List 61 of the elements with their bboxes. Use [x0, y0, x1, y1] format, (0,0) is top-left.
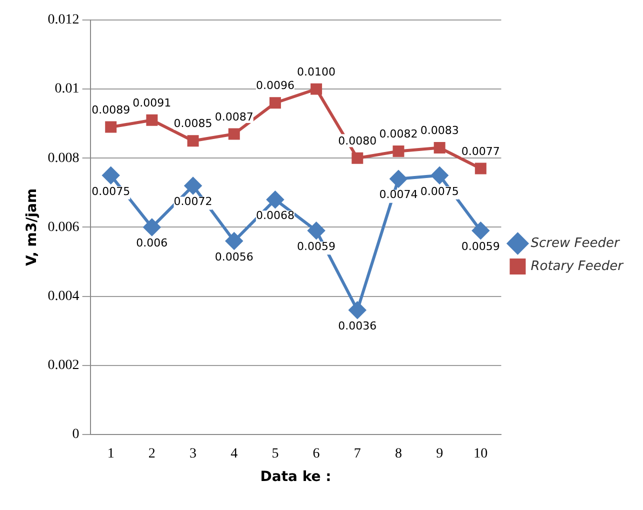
- point: [434, 142, 446, 154]
- x-tick-label: 2: [148, 446, 156, 462]
- point: [187, 135, 199, 147]
- data-label: 0.0096: [256, 79, 294, 92]
- point: [105, 121, 117, 133]
- x-tick-label: 5: [272, 446, 279, 462]
- legend-label: Rotary Feeder: [530, 258, 625, 274]
- y-tick-label: 0.01: [54, 82, 80, 97]
- x-tick-label: 6: [312, 446, 320, 462]
- data-label: 0.0059: [461, 240, 500, 254]
- y-axis-title: V, m3/jam: [24, 188, 40, 266]
- x-tick-label: 10: [474, 446, 488, 462]
- point: [102, 166, 120, 184]
- point: [228, 128, 240, 140]
- point: [226, 232, 243, 250]
- point: [308, 222, 325, 240]
- x-tick-label: 4: [230, 446, 238, 462]
- x-tick-label: 7: [354, 446, 361, 462]
- y-tick-label: 0.006: [48, 220, 80, 235]
- y-tick-label: 0.008: [48, 150, 80, 166]
- data-label: 0.0089: [92, 103, 130, 116]
- data-label: 0.0075: [420, 184, 459, 198]
- x-tick-label: 1: [107, 446, 114, 462]
- data-label: 0.0036: [338, 319, 377, 332]
- y-tick-label: 0.012: [48, 12, 80, 28]
- data-label: 0.006: [136, 236, 168, 250]
- point: [390, 170, 407, 188]
- point: [392, 145, 404, 157]
- point: [143, 218, 160, 236]
- data-label: 0.0082: [379, 128, 418, 141]
- data-label: 0.0091: [132, 96, 172, 110]
- point: [352, 152, 364, 164]
- x-tick-label: 9: [436, 446, 444, 462]
- data-label: 0.0087: [214, 110, 254, 124]
- data-label: 0.0100: [297, 65, 336, 78]
- point: [269, 97, 281, 109]
- point: [472, 222, 490, 240]
- point: [310, 83, 322, 95]
- data-label: 0.0072: [174, 195, 212, 208]
- data-label: 0.0056: [214, 250, 254, 264]
- point: [146, 114, 158, 126]
- point: [431, 166, 448, 184]
- data-label: 0.0083: [420, 124, 459, 138]
- x-axis-title: Data ke :: [260, 469, 332, 486]
- point: [184, 177, 202, 194]
- y-tick-label: 0: [72, 427, 80, 442]
- data-label: 0.0075: [92, 184, 130, 198]
- data-label: 0.0085: [174, 117, 212, 130]
- point: [348, 302, 366, 319]
- data-label: 0.0068: [256, 208, 294, 222]
- data-label: 0.0077: [461, 144, 500, 158]
- data-label: 0.0059: [297, 240, 336, 254]
- point: [266, 191, 284, 208]
- x-tick-label: 3: [190, 446, 197, 462]
- data-label: 0.0080: [338, 134, 377, 148]
- y-tick-label: 0.002: [48, 358, 80, 374]
- x-tick-label: 8: [394, 446, 402, 462]
- point: [474, 162, 486, 174]
- legend-label: Screw Feeder: [530, 236, 621, 251]
- y-tick-label: 0.004: [48, 288, 80, 304]
- data-label: 0.0074: [379, 188, 418, 202]
